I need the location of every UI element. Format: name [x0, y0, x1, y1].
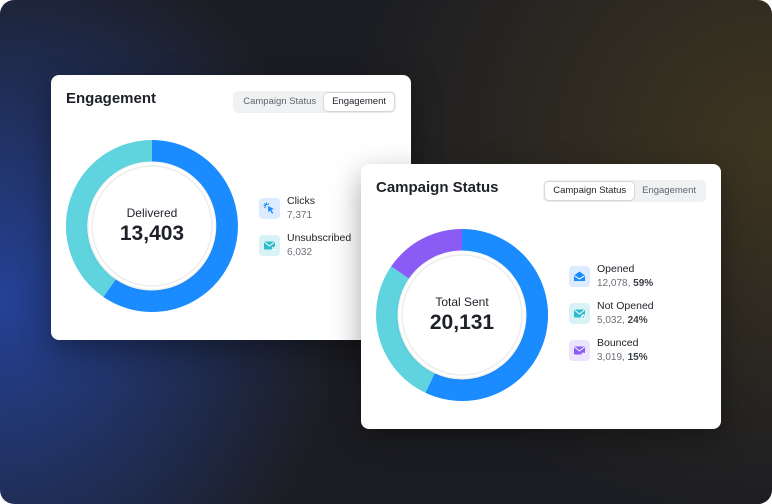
donut-inner-border	[91, 165, 213, 287]
legend-label: Unsubscribed	[287, 232, 352, 244]
segment-bounced	[391, 229, 462, 279]
view-toggle: Campaign Status Engagement	[233, 91, 396, 113]
legend-percent: 24%	[627, 315, 648, 326]
donut-svg	[66, 140, 238, 312]
tab-engagement[interactable]: Engagement	[324, 93, 394, 111]
donut-svg	[376, 229, 548, 401]
segment-clicks	[103, 140, 238, 312]
legend-percent: 59%	[633, 278, 654, 289]
legend-item-unsubscribed: Unsubscribed 6,032	[259, 232, 351, 269]
legend-value: 12,078,	[597, 278, 634, 289]
legend-value: 5,032,	[597, 315, 628, 326]
cursor-click-icon	[259, 198, 280, 219]
donut-center-label: Delivered	[126, 206, 178, 220]
mail-open-icon	[569, 266, 590, 287]
segment-unsubscribed	[66, 140, 152, 297]
donut-center-label: Total Sent	[435, 295, 489, 309]
card-title: Engagement	[66, 90, 157, 107]
legend-value: 3,019,	[597, 352, 628, 363]
donut-center-value: 13,403	[119, 222, 185, 245]
legend-value: 6,032	[287, 247, 313, 258]
legend-percent: 15%	[627, 352, 648, 363]
segment-opened	[425, 229, 548, 401]
tab-campaign-status[interactable]: Campaign Status	[243, 96, 317, 107]
total-sent-donut-chart: Total Sent 20,131	[376, 229, 548, 401]
legend-value: 7,371	[287, 210, 313, 221]
card-title: Campaign Status	[376, 179, 499, 196]
donut-inner-ring	[399, 252, 525, 378]
campaign-legend: Opened 12,078, 59% Not Opened 5,032, 24%	[569, 263, 654, 374]
donut-inner-ring	[89, 163, 215, 289]
view-toggle: Campaign Status Engagement	[543, 180, 706, 202]
legend-label: Bounced	[597, 337, 639, 349]
tab-engagement[interactable]: Engagement	[642, 185, 696, 196]
engagement-legend: Clicks 7,371 Unsubscribed 6,032	[259, 195, 351, 269]
campaign-status-card: Campaign Status Campaign Status Engageme…	[361, 164, 721, 429]
legend-item-clicks: Clicks 7,371	[259, 195, 351, 232]
tab-campaign-status[interactable]: Campaign Status	[545, 182, 635, 200]
legend-label: Not Opened	[597, 300, 654, 312]
mail-check-icon	[569, 303, 590, 324]
donut-inner-border	[401, 254, 523, 376]
legend-label: Clicks	[287, 195, 315, 207]
mail-unsubscribe-icon	[259, 235, 280, 256]
mail-bounce-icon	[569, 340, 590, 361]
legend-item-bounced: Bounced 3,019, 15%	[569, 337, 654, 374]
donut-center-value: 20,131	[429, 311, 495, 334]
segment-not-opened	[376, 266, 435, 393]
legend-item-opened: Opened 12,078, 59%	[569, 263, 654, 300]
donut-center: Total Sent 20,131	[376, 229, 548, 401]
delivered-donut-chart: Delivered 13,403	[66, 140, 238, 312]
engagement-card: Engagement Campaign Status Engagement De…	[51, 75, 411, 340]
donut-center: Delivered 13,403	[66, 140, 238, 312]
legend-label: Opened	[597, 263, 635, 275]
legend-item-not-opened: Not Opened 5,032, 24%	[569, 300, 654, 337]
